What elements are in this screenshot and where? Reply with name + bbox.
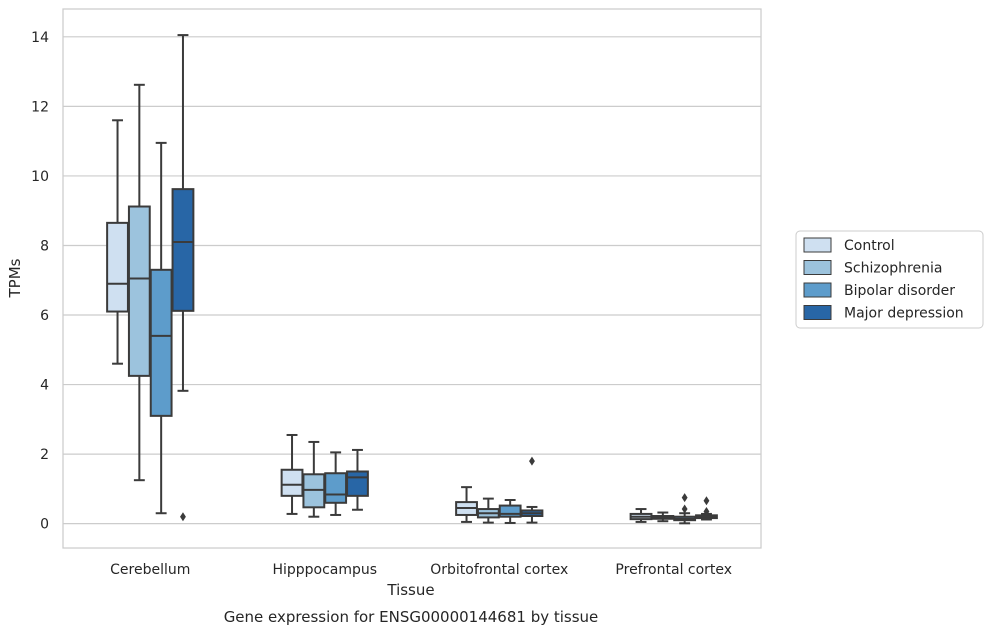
y-tick-label: 4 xyxy=(40,378,49,394)
y-tick-label: 6 xyxy=(40,308,49,324)
x-tick-label: Prefrontal cortex xyxy=(615,562,732,578)
legend-swatch xyxy=(803,237,832,253)
box-2-2 xyxy=(498,499,522,524)
y-tick-labels: 0 2 4 6 8 10 12 14 xyxy=(31,30,49,533)
x-tick-label: Cerebellum xyxy=(110,562,190,578)
box xyxy=(324,472,348,504)
legend-swatch xyxy=(803,305,832,320)
box-2-0 xyxy=(455,486,478,523)
box-groups xyxy=(106,34,718,525)
outlier-point xyxy=(180,512,186,522)
x-tick-label: Hipppocampus xyxy=(272,562,377,578)
box xyxy=(106,221,129,313)
box xyxy=(149,268,173,417)
box-1-3 xyxy=(346,448,369,511)
legend-label: Bipolar disorder xyxy=(844,283,955,299)
box-1-0 xyxy=(280,433,304,515)
legend-swatch xyxy=(803,260,832,275)
box-1-1 xyxy=(302,440,326,518)
figure-caption: Gene expression for ENSG00000144681 by t… xyxy=(224,608,599,626)
y-tick-label: 8 xyxy=(40,238,49,254)
y-tick-label: 14 xyxy=(31,30,49,46)
box xyxy=(280,468,304,497)
box-3-3 xyxy=(695,496,718,521)
box xyxy=(498,504,522,518)
box-2-1 xyxy=(476,497,500,524)
outlier-point xyxy=(703,496,710,506)
y-tick-label: 2 xyxy=(40,447,49,463)
legend-label: Control xyxy=(844,238,895,254)
legend: Control Schizophrenia Bipolar disorder Majo… xyxy=(795,230,984,329)
outlier-point xyxy=(681,504,688,514)
x-tick-label: Orbitofrontal cortex xyxy=(430,562,568,578)
y-tick-label: 0 xyxy=(40,517,49,533)
outlier-point xyxy=(681,493,688,503)
x-tick-labels: Cerebellum Hipppocampus Orbitofrontal cort… xyxy=(110,562,732,578)
x-axis-label: Tissue xyxy=(386,581,434,599)
box-1-2 xyxy=(324,451,348,516)
plot-frame xyxy=(62,8,762,549)
box-0-1 xyxy=(127,83,151,482)
legend-label: Schizophrenia xyxy=(844,261,942,277)
legend-frame xyxy=(795,230,984,329)
box-3-0 xyxy=(629,508,653,523)
box-0-3 xyxy=(171,34,195,522)
box xyxy=(346,470,369,497)
box-0-0 xyxy=(106,119,129,365)
box xyxy=(171,188,195,312)
outlier-point xyxy=(529,456,535,466)
legend-swatch xyxy=(803,282,832,298)
legend-label: Major depression xyxy=(844,306,964,322)
y-tick-label: 10 xyxy=(31,169,49,185)
box-3-1 xyxy=(651,511,675,523)
box-2-3 xyxy=(520,456,544,524)
box-3-2 xyxy=(673,493,697,525)
box xyxy=(127,205,151,377)
y-axis-label: TPMs xyxy=(6,258,24,298)
box-0-2 xyxy=(149,141,173,515)
outlier-point xyxy=(703,506,710,516)
y-tick-label: 12 xyxy=(31,99,49,115)
